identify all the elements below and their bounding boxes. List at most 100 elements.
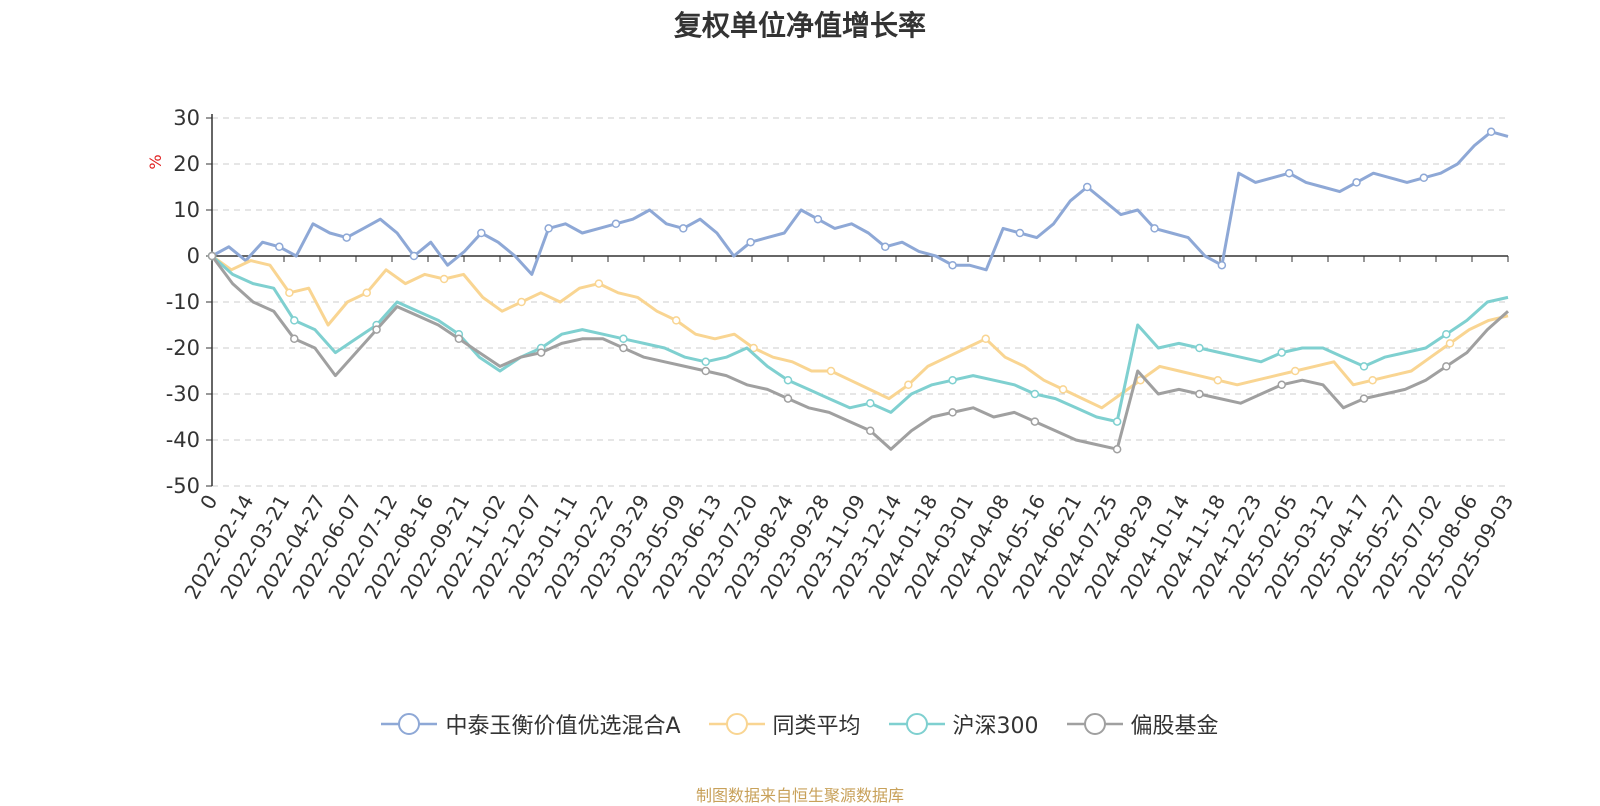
data-point	[1082, 182, 1092, 192]
data-point	[372, 325, 381, 334]
data-point	[981, 334, 990, 344]
series-3	[207, 251, 1509, 454]
y-tick-label: -40	[166, 428, 200, 452]
legend-swatch-icon	[708, 713, 765, 735]
data-point	[1277, 348, 1286, 357]
data-point	[544, 224, 553, 233]
data-point	[1442, 362, 1451, 371]
y-tick-label: 10	[173, 198, 200, 222]
data-point	[866, 426, 875, 436]
data-point	[290, 316, 299, 325]
data-point	[409, 251, 419, 261]
data-point	[477, 228, 486, 238]
data-point	[948, 408, 957, 417]
data-point	[454, 334, 464, 344]
legend-swatch-icon	[1066, 713, 1123, 735]
axis-layer: 3020100-10-20-30-40-5002022-02-142022-03…	[166, 106, 1519, 603]
series-layer	[207, 127, 1509, 454]
legend-swatch-icon	[888, 713, 945, 735]
legend-item[interactable]: 偏股基金	[1066, 708, 1219, 740]
data-point	[904, 380, 913, 390]
data-point	[701, 357, 710, 367]
data-point	[749, 343, 758, 353]
data-point	[1284, 168, 1294, 178]
legend-label: 偏股基金	[1130, 714, 1219, 739]
series-1	[207, 251, 1509, 410]
data-point	[1213, 375, 1223, 385]
data-point	[1359, 394, 1369, 403]
series-line	[211, 130, 1509, 276]
legend-swatch-icon	[381, 713, 438, 735]
data-point	[701, 366, 710, 376]
data-point	[619, 343, 628, 353]
data-point	[1352, 178, 1361, 187]
data-point	[1015, 228, 1025, 238]
y-tick-label: 30	[173, 106, 200, 130]
data-point	[1486, 127, 1496, 137]
y-tick-label: -50	[166, 474, 200, 498]
y-tick-label: 20	[173, 152, 200, 176]
series-0	[207, 127, 1509, 276]
data-point	[783, 375, 793, 385]
data-point	[342, 233, 351, 242]
data-point	[1030, 417, 1040, 426]
legend: 中泰玉衡价值优选混合A 同类平均 沪深300 偏股基金	[0, 708, 1600, 740]
data-point	[362, 288, 371, 298]
series-2	[207, 251, 1509, 426]
data-point	[439, 274, 449, 284]
data-point	[1217, 260, 1227, 270]
data-point	[517, 297, 526, 307]
legend-item[interactable]: 沪深300	[888, 708, 1039, 740]
data-point	[1195, 343, 1204, 353]
legend-label: 同类平均	[772, 714, 861, 739]
x-tick-label: 0	[195, 491, 222, 514]
y-tick-label: -20	[166, 336, 200, 360]
data-point	[619, 334, 628, 344]
series-line	[210, 255, 1509, 451]
data-point	[1290, 366, 1300, 376]
data-point	[948, 375, 957, 385]
legend-item[interactable]: 中泰玉衡价值优选混合A	[381, 708, 681, 740]
data-point	[671, 316, 681, 325]
data-point	[594, 279, 604, 288]
data-point	[1058, 385, 1068, 394]
data-point	[275, 242, 284, 252]
data-point	[679, 224, 688, 233]
data-point	[826, 366, 836, 376]
series-line	[211, 254, 1509, 410]
y-tick-label: 0	[187, 244, 200, 268]
data-point	[866, 398, 875, 408]
data-point	[1359, 362, 1369, 371]
chart-title: 复权单位净值增长率	[673, 9, 926, 42]
data-point	[1150, 224, 1159, 233]
data-point	[948, 260, 957, 270]
data-point	[746, 237, 755, 247]
data-point	[1419, 173, 1429, 183]
y-axis-label: %	[146, 154, 165, 169]
legend-label: 中泰玉衡价值优选混合A	[445, 714, 681, 739]
grid-layer	[212, 117, 1508, 487]
data-point	[1030, 389, 1040, 399]
data-point	[783, 394, 793, 403]
legend-label: 沪深300	[952, 714, 1039, 739]
data-point	[1277, 380, 1286, 390]
y-tick-label: -30	[166, 382, 200, 406]
data-point	[290, 334, 299, 344]
data-point	[207, 251, 217, 261]
source-note: 制图数据来自恒生聚源数据库	[695, 786, 904, 805]
data-point	[1368, 375, 1377, 385]
data-point	[1442, 329, 1451, 339]
data-point	[1445, 339, 1455, 348]
data-point	[880, 242, 890, 252]
data-point	[536, 348, 546, 357]
data-point	[285, 288, 294, 298]
data-point	[1195, 389, 1204, 399]
y-tick-label: -10	[166, 290, 200, 314]
series-line	[211, 254, 1509, 424]
data-point	[1112, 417, 1122, 426]
data-point	[611, 219, 621, 229]
data-point	[1112, 444, 1122, 454]
data-point	[813, 214, 823, 224]
legend-item[interactable]: 同类平均	[708, 708, 861, 740]
